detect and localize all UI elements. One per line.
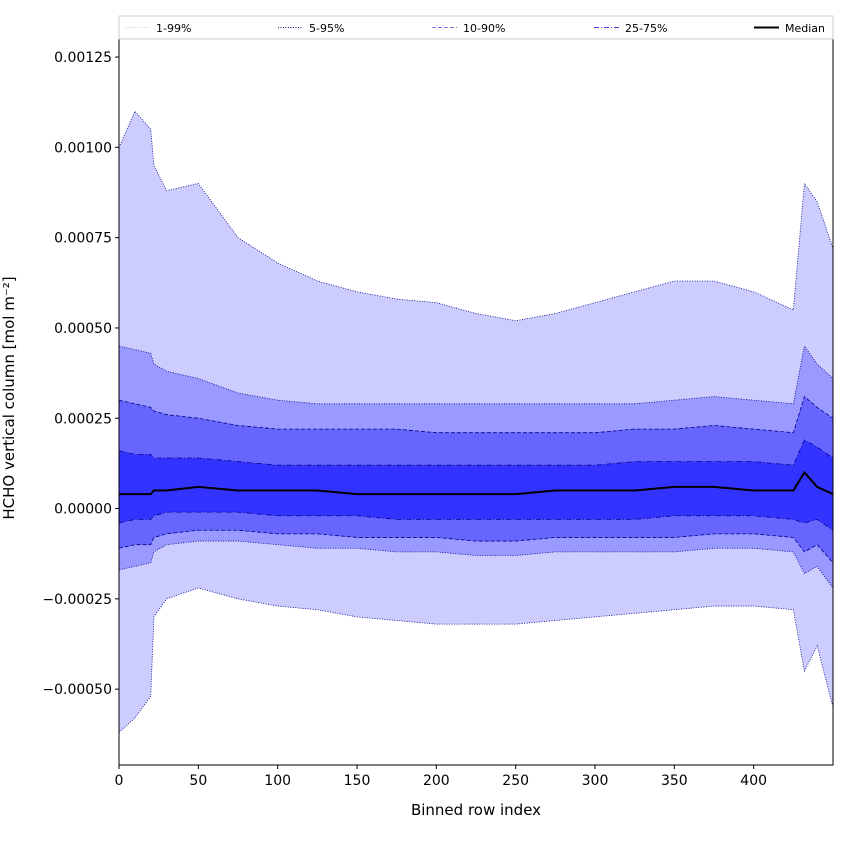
y-axis-ticks: −0.00050 −0.00025 0.00000 0.00025 0.00050 0.0… [42, 50, 119, 698]
legend-label: 25-75% [625, 22, 667, 35]
y-tick-label: −0.00025 [42, 592, 112, 608]
x-tick-label: 0 [115, 773, 124, 789]
line-25-75%-lower [119, 511, 833, 531]
y-tick-label: 0.00000 [54, 502, 112, 518]
y-tick-label: 0.00025 [54, 411, 112, 427]
x-tick-label: 150 [344, 773, 371, 789]
legend-label: 5-95% [309, 22, 344, 35]
legend-item-10-90%: 10-90% [432, 22, 505, 35]
x-tick-label: 350 [661, 773, 688, 789]
legend-box [118, 15, 834, 40]
x-tick-label: 100 [264, 773, 291, 789]
x-tick-label: 300 [582, 773, 609, 789]
line-25-75%-upper [119, 439, 833, 466]
line-10-90%-lower [119, 529, 833, 563]
y-tick-label: −0.00050 [42, 682, 112, 698]
band-25-75% [119, 439, 833, 531]
y-tick-label: 0.00050 [54, 321, 112, 337]
legend: 1-99% 5-95% 10-90% 25-75% Median [118, 15, 834, 40]
legend-item-5-95%: 5-95% [278, 22, 344, 35]
x-tick-label: 250 [502, 773, 529, 789]
legend-item-25-75%: 25-75% [594, 22, 667, 35]
legend-label: 10-90% [463, 22, 505, 35]
x-tick-label: 200 [423, 773, 450, 789]
line-10-90%-upper [119, 395, 833, 434]
percentile-lines [119, 110, 833, 733]
x-tick-label: 50 [189, 773, 207, 789]
x-axis-ticks: 0 50 100 150 200 250 300 350 400 [115, 765, 767, 789]
y-tick-label: 0.00100 [54, 140, 112, 156]
median-line [119, 470, 833, 496]
legend-label: 1-99% [156, 22, 191, 35]
line-5-95%-lower [119, 540, 833, 589]
y-axis-label: HCHO vertical column [mol m⁻²] [0, 276, 18, 519]
y-tick-label: 0.00125 [54, 50, 112, 66]
legend-item-Median: Median [754, 22, 825, 35]
x-tick-label: 400 [740, 773, 767, 789]
y-tick-label: 0.00075 [54, 231, 112, 247]
x-axis-label: Binned row index [411, 801, 541, 819]
legend-label: Median [785, 22, 825, 35]
line-1-99%-upper [119, 110, 833, 322]
percentile-bands [119, 111, 833, 733]
legend-item-1-99%: 1-99% [125, 22, 191, 35]
